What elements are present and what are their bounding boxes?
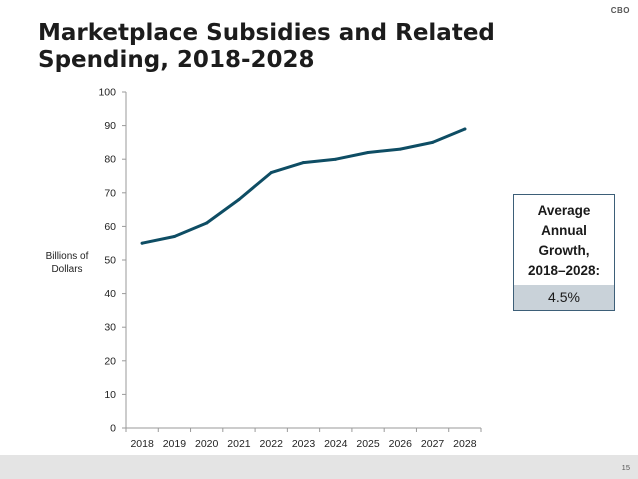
- y-tick-label-60: 60: [104, 221, 116, 233]
- data-point-2025: [366, 150, 370, 154]
- y-tick-label-10: 10: [104, 389, 116, 401]
- data-point-2026: [398, 147, 402, 151]
- average-growth-value: 4.5%: [514, 285, 614, 310]
- data-point-2022: [269, 171, 273, 175]
- y-axis-label-line-2: Dollars: [51, 264, 82, 275]
- page-number: 15: [621, 463, 630, 472]
- title-line-1: Marketplace Subsidies and Related: [38, 20, 495, 46]
- y-tick-label-100: 100: [98, 87, 116, 99]
- data-point-2024: [334, 157, 338, 161]
- title-line-2: Spending, 2018-2028: [38, 47, 315, 73]
- y-tick-label-20: 20: [104, 355, 116, 367]
- data-point-2018: [140, 241, 144, 245]
- series-line-0: [140, 127, 467, 245]
- x-tick-label-2022: 2022: [260, 438, 284, 450]
- page-title: Marketplace Subsidies and Related Spendi…: [38, 20, 558, 74]
- x-tick-label-2019: 2019: [163, 438, 187, 450]
- x-tick-label-2025: 2025: [356, 438, 380, 450]
- data-point-2020: [205, 221, 209, 225]
- data-point-2019: [172, 234, 176, 238]
- x-tick-label-2028: 2028: [453, 438, 477, 450]
- y-tick-label-90: 90: [104, 120, 116, 132]
- y-tick-label-50: 50: [104, 255, 116, 267]
- average-growth-box: Average Annual Growth, 2018–2028: 4.5%: [513, 194, 615, 311]
- x-tick-label-2020: 2020: [195, 438, 219, 450]
- x-tick-label-2026: 2026: [389, 438, 413, 450]
- average-growth-label: Average Annual Growth, 2018–2028:: [514, 195, 614, 285]
- cbo-logo: CBO: [610, 6, 630, 15]
- growth-label-line-1: Average: [537, 203, 591, 218]
- x-tick-label-2021: 2021: [227, 438, 251, 450]
- data-point-2028: [463, 127, 467, 131]
- x-tick-label-2018: 2018: [130, 438, 154, 450]
- y-tick-label-40: 40: [104, 288, 116, 300]
- y-tick-label-80: 80: [104, 154, 116, 166]
- y-axis-label: Billions of Dollars: [46, 251, 89, 275]
- x-tick-label-2023: 2023: [292, 438, 316, 450]
- y-axis-label-line-1: Billions of: [46, 251, 89, 262]
- footer-bar: 15: [0, 455, 638, 479]
- growth-label-line-3: Growth,: [538, 243, 590, 258]
- data-point-2023: [302, 161, 305, 165]
- growth-label-line-4: 2018–2028:: [527, 263, 601, 278]
- line-chart: Billions of Dollars 0 10 20 30 40 50 60 70 80 90 1…: [46, 87, 482, 450]
- y-tick-label-30: 30: [104, 322, 116, 334]
- y-tick-label-70: 70: [104, 187, 116, 199]
- data-point-2027: [431, 140, 435, 144]
- y-tick-label-0: 0: [110, 423, 116, 435]
- data-point-2021: [237, 198, 241, 202]
- growth-label-line-2: Annual: [541, 223, 587, 238]
- x-tick-label-2027: 2027: [421, 438, 445, 450]
- x-tick-label-2024: 2024: [324, 438, 348, 450]
